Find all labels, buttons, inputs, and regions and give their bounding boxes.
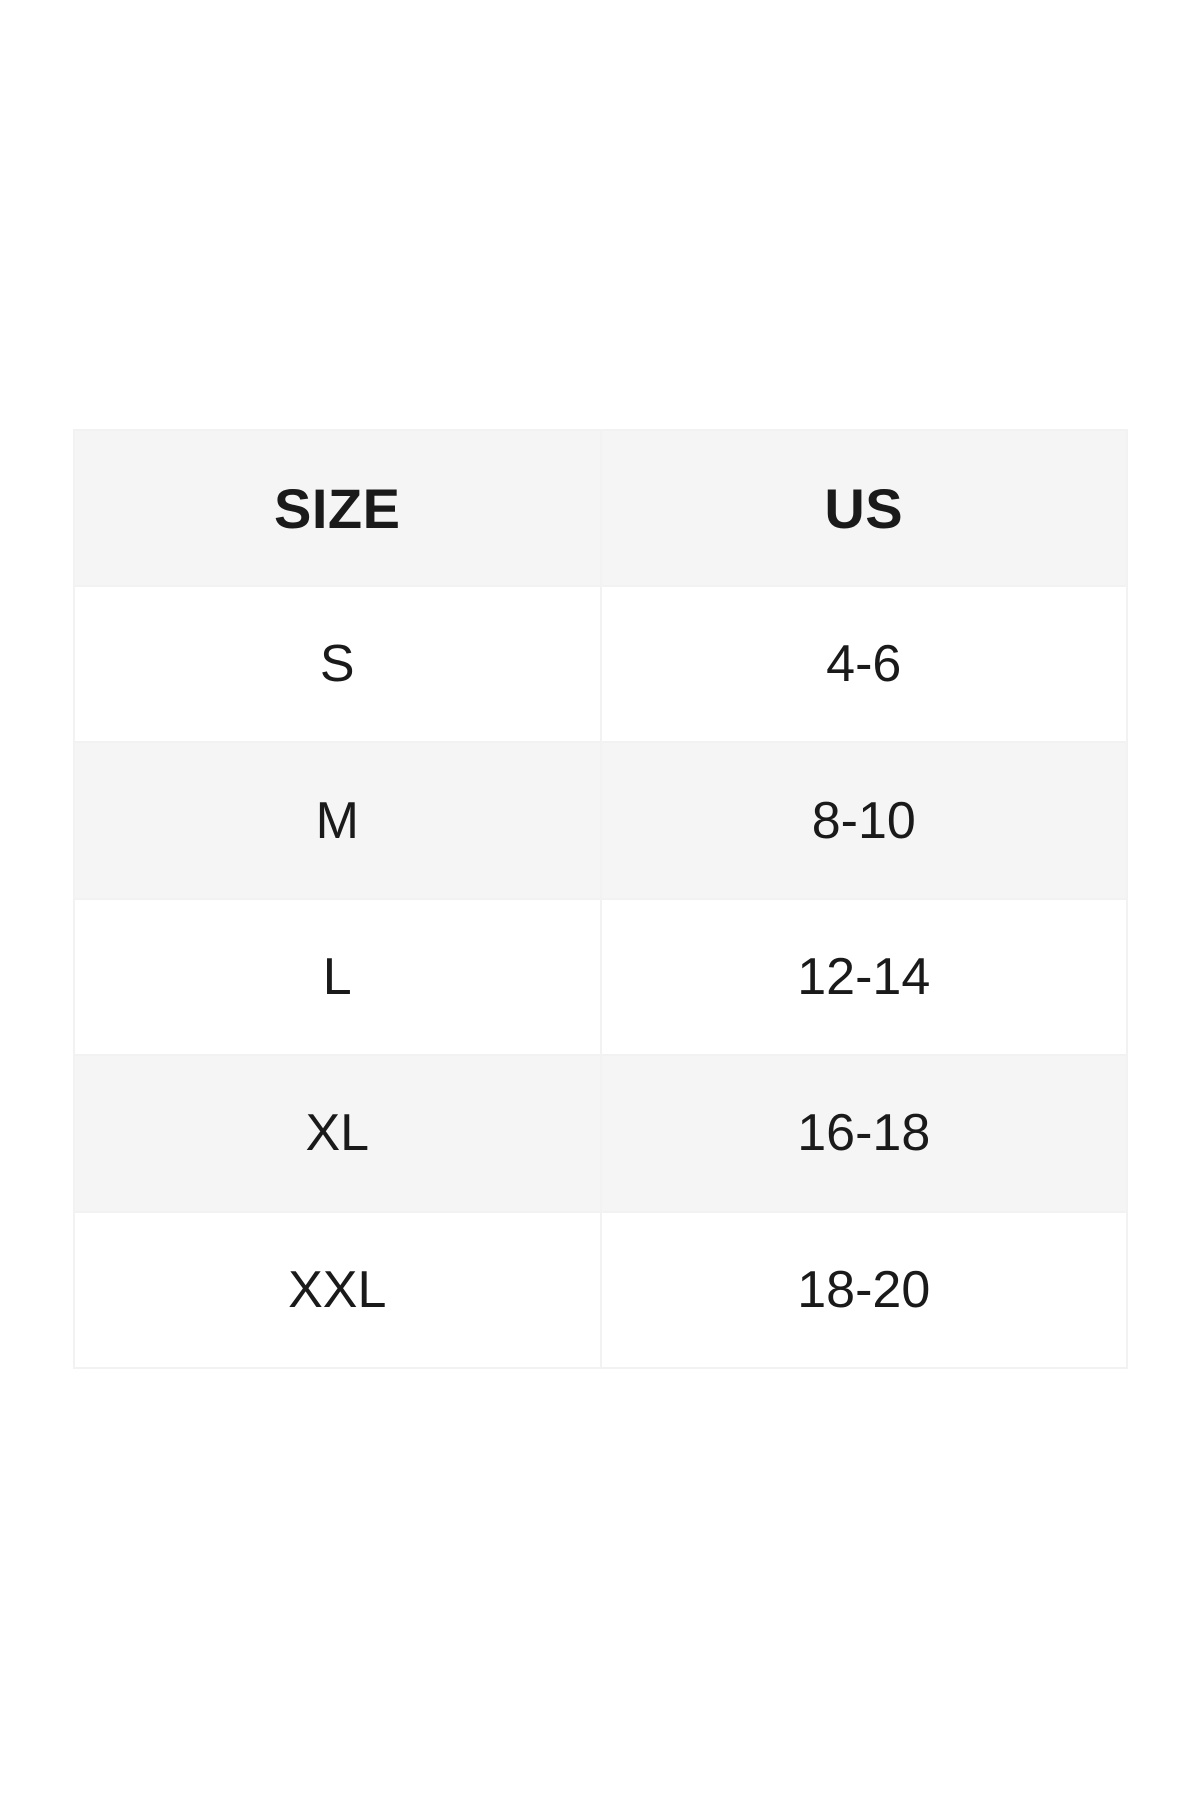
us-value-cell: 18-20 [599, 1210, 1128, 1370]
size-cell: M [73, 741, 602, 900]
size-chart-body: S 4-6 M 8-10 L 12-14 XL 16-18 XXL 18-20 [73, 584, 1128, 1370]
table-row-xl: XL 16-18 [73, 1054, 1128, 1213]
table-row-xxl: XXL 18-20 [73, 1210, 1128, 1370]
size-chart-header: SIZE US [73, 429, 1128, 587]
us-value-cell: 12-14 [599, 897, 1128, 1057]
column-header-size: SIZE [73, 429, 602, 587]
size-cell: XL [73, 1054, 602, 1213]
size-cell: S [73, 584, 602, 744]
table-row-m: M 8-10 [73, 741, 1128, 900]
size-cell: L [73, 897, 602, 1057]
table-row-l: L 12-14 [73, 897, 1128, 1057]
us-value-cell: 8-10 [599, 741, 1128, 900]
size-chart-table: SIZE US S 4-6 M 8-10 L 12-14 XL 16-18 XX… [73, 429, 1128, 1370]
us-value-cell: 4-6 [599, 584, 1128, 744]
header-row: SIZE US [73, 429, 1128, 587]
table-row-s: S 4-6 [73, 584, 1128, 744]
us-value-cell: 16-18 [599, 1054, 1128, 1213]
column-header-us: US [599, 429, 1128, 587]
size-cell: XXL [73, 1210, 602, 1370]
